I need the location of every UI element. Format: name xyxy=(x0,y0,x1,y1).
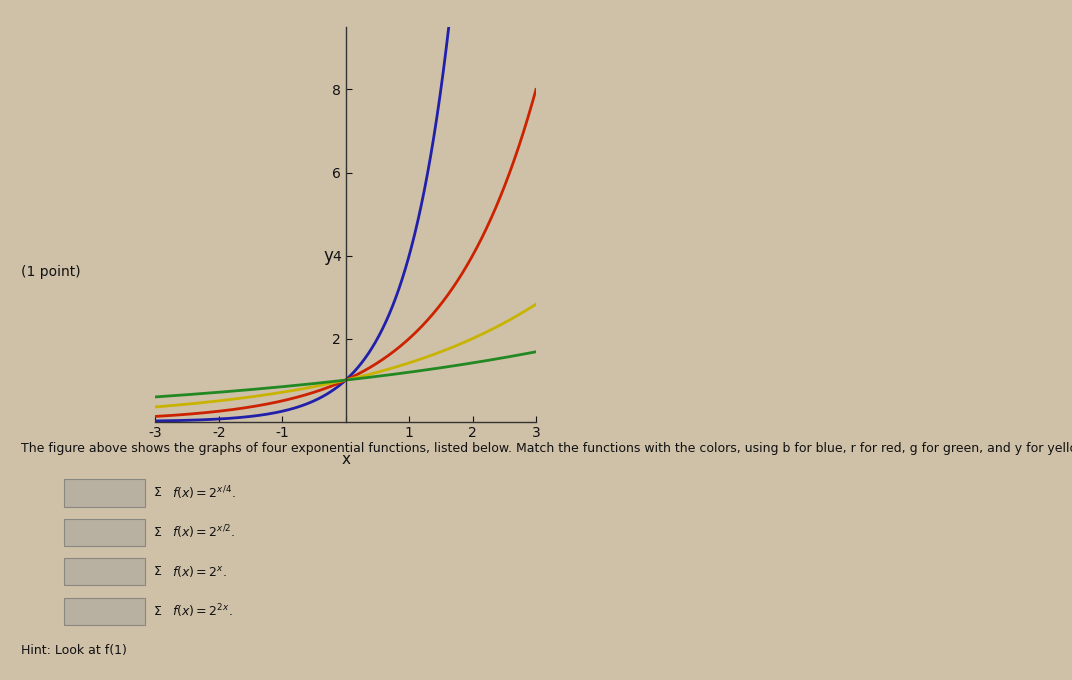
X-axis label: x: x xyxy=(341,452,351,466)
Text: Hint: Look at f(1): Hint: Look at f(1) xyxy=(21,644,128,657)
Text: $\Sigma$: $\Sigma$ xyxy=(153,486,163,500)
Text: $\Sigma$: $\Sigma$ xyxy=(153,605,163,618)
Text: $f(x) = 2^{x/2}$.: $f(x) = 2^{x/2}$. xyxy=(172,524,235,541)
Text: $\Sigma$: $\Sigma$ xyxy=(153,565,163,579)
Text: y: y xyxy=(323,247,333,265)
Text: $f(x) = 2^{x/4}$.: $f(x) = 2^{x/4}$. xyxy=(172,484,235,502)
Text: $f(x) = 2^{2x}$.: $f(x) = 2^{2x}$. xyxy=(172,602,233,620)
Text: $f(x) = 2^{x}$.: $f(x) = 2^{x}$. xyxy=(172,564,226,579)
Text: $\Sigma$: $\Sigma$ xyxy=(153,526,163,539)
Text: The figure above shows the graphs of four exponential functions, listed below. M: The figure above shows the graphs of fou… xyxy=(21,442,1072,455)
Text: (1 point): (1 point) xyxy=(21,265,81,279)
